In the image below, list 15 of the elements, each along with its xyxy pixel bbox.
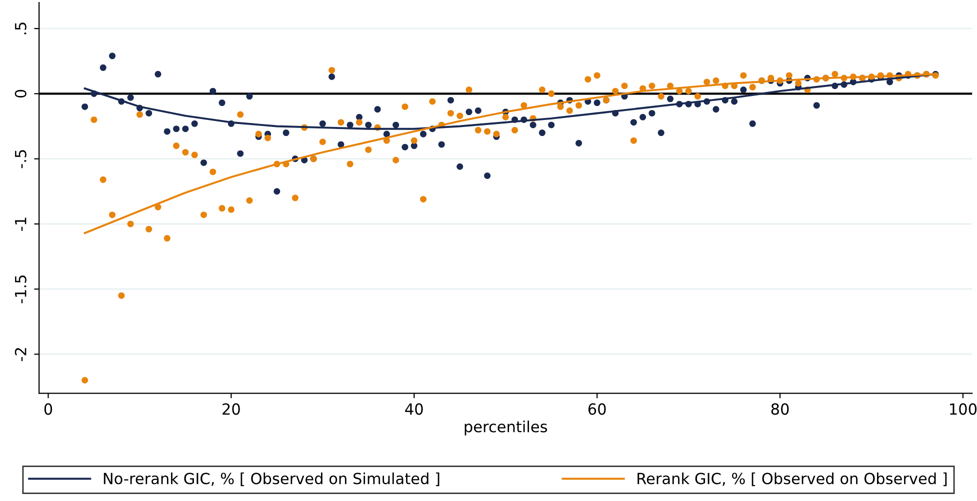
y-tick-label: 0 [14, 90, 26, 98]
y-tick-label: -2 [14, 348, 26, 362]
y-tick-label: -1 [15, 218, 26, 231]
y-tick-label: -.5 [15, 150, 26, 168]
y-tick-label: -1.5 [15, 276, 26, 304]
legend-label: No-rerank GIC, % [ Observed on Simulated ] [104, 472, 440, 486]
x-tick-label: 100 [950, 403, 977, 415]
x-tick-label: 40 [405, 403, 423, 415]
y-tick-label: .5 [15, 22, 26, 34]
legend-label: Rerank GIC, % [ Observed on Observed ] [638, 472, 947, 486]
x-tick-label: 20 [222, 403, 240, 415]
x-tick-label: 0 [44, 403, 52, 415]
x-tick-label: 60 [588, 403, 606, 415]
x-axis-title: percentiles [464, 420, 548, 436]
x-tick-label: 80 [771, 403, 789, 415]
